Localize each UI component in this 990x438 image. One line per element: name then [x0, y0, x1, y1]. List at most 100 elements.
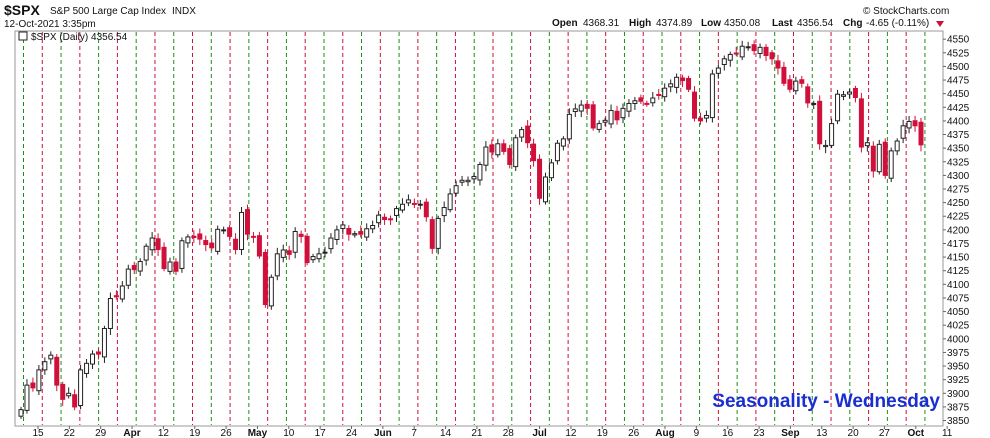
candle-body [173, 261, 179, 272]
high-value: 4374.89 [656, 18, 693, 29]
candle-body [376, 214, 382, 224]
candle-body [864, 142, 870, 147]
candle-body [650, 97, 656, 104]
x-tick-label: 23 [753, 428, 765, 438]
candle-body [584, 103, 590, 109]
y-tick-label: 4375 [947, 130, 970, 141]
candle-body [525, 125, 531, 144]
x-tick-label: 13 [816, 428, 828, 438]
candle-body [721, 58, 727, 66]
candle-body [757, 46, 763, 54]
candle-body [90, 353, 96, 365]
candle-body [835, 93, 841, 122]
candle-body [662, 87, 668, 98]
candle-body [310, 256, 316, 261]
candle-body [316, 253, 322, 260]
down-arrow-icon [936, 21, 944, 27]
candle-body [846, 91, 852, 95]
open-label: Open [552, 18, 578, 29]
y-tick-label: 4500 [947, 62, 970, 73]
candle-body [334, 229, 340, 240]
candle-body [185, 236, 191, 244]
x-tick-label: 15 [32, 428, 44, 438]
x-tick-label: 29 [95, 428, 107, 438]
date-time: 12-Oct-2021 3:35pm [4, 19, 96, 30]
candle-body [149, 237, 155, 251]
candle-body [393, 208, 399, 216]
x-tick-label: 11 [942, 428, 953, 438]
y-tick-label: 3900 [947, 389, 970, 400]
candle-body [411, 202, 417, 205]
candle-body [382, 216, 388, 221]
x-tick-label: Aug [655, 428, 674, 438]
y-tick-label: 4150 [947, 253, 970, 264]
candle-body [769, 52, 775, 60]
candle-body [352, 233, 358, 236]
candle-body [417, 203, 423, 206]
x-tick-label: Oct [907, 428, 924, 438]
candle-body [483, 146, 489, 166]
candle-body [829, 123, 835, 146]
candle-body [602, 119, 608, 123]
x-tick-label: 7 [411, 428, 417, 438]
y-axis: 3850 3875 3900 3925 3950 3975 4000 4025 4050 4075… [943, 35, 970, 427]
candle-body [697, 117, 703, 122]
y-tick-label: 4450 [947, 89, 970, 100]
candle-body [143, 245, 149, 261]
candle-body [876, 143, 882, 173]
candle-body [250, 235, 256, 238]
candle-body [191, 235, 197, 238]
candle-body [787, 79, 793, 90]
candle-body [548, 162, 554, 179]
exchange-label: INDX [172, 6, 196, 17]
candle-body [906, 120, 912, 129]
y-tick-label: 4350 [947, 144, 970, 155]
y-tick-label: 3950 [947, 362, 970, 373]
candle-body [817, 100, 823, 145]
candles [18, 40, 924, 419]
candle-body [590, 104, 596, 129]
candle-body [447, 193, 453, 211]
candle-body [54, 356, 60, 386]
candle-body [30, 382, 36, 389]
candle-body [531, 143, 537, 162]
stockcharts-logo: © StockCharts.com [863, 6, 949, 17]
candle-body [811, 102, 817, 105]
legend: $SPX (Daily) 4356.54 [18, 31, 128, 43]
candle-body [280, 249, 286, 258]
candle-body [882, 141, 888, 176]
x-tick-label: Jun [374, 428, 392, 438]
candle-body [471, 175, 477, 180]
x-tick-label: 24 [346, 428, 358, 438]
x-tick-label: 16 [722, 428, 734, 438]
candle-body [388, 218, 394, 221]
candle-body [560, 138, 566, 147]
y-tick-label: 4425 [947, 103, 970, 114]
legend-candle-icon [18, 31, 28, 41]
x-tick-label: 21 [471, 428, 483, 438]
y-tick-label: 4475 [947, 76, 970, 87]
candle-body [852, 87, 858, 98]
candle-body [262, 251, 268, 306]
candle-body [423, 201, 429, 218]
candle-body [733, 52, 739, 55]
candle-body [78, 369, 84, 407]
candle-body [137, 260, 143, 272]
y-tick-label: 4000 [947, 334, 970, 345]
candle-body [167, 261, 173, 272]
candle-body [399, 203, 405, 211]
candle-body [823, 144, 829, 148]
y-tick-label: 4525 [947, 48, 970, 59]
candle-body [596, 123, 602, 130]
candle-body [489, 144, 495, 153]
candle-body [781, 66, 787, 84]
candle-body [638, 97, 644, 102]
x-tick-label: 22 [64, 428, 76, 438]
candle-body [42, 361, 48, 371]
index-name: S&P 500 Large Cap Index [50, 6, 166, 17]
y-tick-label: 4400 [947, 116, 970, 127]
candle-body [739, 45, 745, 58]
candle-body [298, 233, 304, 237]
candle-body [763, 46, 769, 57]
candle-body [709, 73, 715, 119]
